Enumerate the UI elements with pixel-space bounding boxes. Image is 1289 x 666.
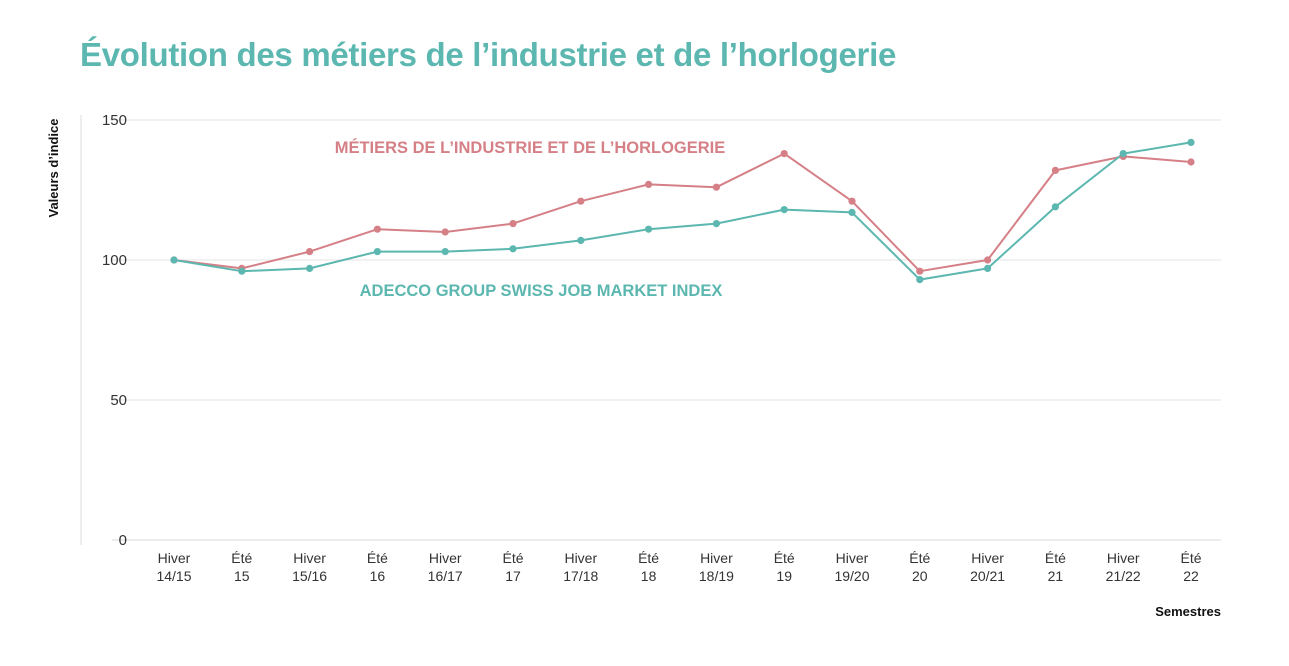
point-adecco-12 xyxy=(984,264,992,272)
x-tick-line: Été xyxy=(367,550,388,566)
point-adecco-15 xyxy=(1187,138,1195,146)
x-tick-line: 14/15 xyxy=(156,568,191,584)
x-tick-line: Hiver xyxy=(1107,550,1140,566)
x-tick-line: Été xyxy=(909,550,930,566)
x-tick-line: 21 xyxy=(1048,568,1064,584)
point-adecco-10 xyxy=(848,208,856,216)
y-tick-0: 0 xyxy=(119,532,127,549)
x-tick-9: Été 19 xyxy=(774,550,795,584)
x-tick-line: 18 xyxy=(641,568,657,584)
x-tick-line: Été xyxy=(231,550,252,566)
series-line-industry xyxy=(173,152,1192,273)
x-tick-5: Été 17 xyxy=(502,550,523,584)
point-adecco-9 xyxy=(780,206,788,214)
point-industry-8 xyxy=(712,183,721,191)
x-tick-11: Été 20 xyxy=(909,550,930,584)
x-tick-8: Hiver 18/19 xyxy=(699,550,734,584)
x-tick-6: Hiver 17/18 xyxy=(563,550,598,584)
x-tick-line: 21/22 xyxy=(1106,568,1141,584)
point-industry-4 xyxy=(441,228,449,236)
x-tick-line: Été xyxy=(502,550,523,566)
y-tick-labels: 0 50 100 150 xyxy=(102,112,127,549)
point-industry-2 xyxy=(306,248,314,256)
x-tick-line: 15 xyxy=(234,568,250,584)
x-tick-13: Été 21 xyxy=(1045,550,1066,584)
x-tick-line: 18/19 xyxy=(699,568,734,584)
point-adecco-11 xyxy=(916,276,924,284)
x-tick-line: Hiver xyxy=(836,550,869,566)
x-tick-line: 22 xyxy=(1183,568,1199,584)
x-tick-labels: Hiver 14/15 Été 15 Hiver 15/16 Été 16 Hiver 16/17… xyxy=(156,550,1201,584)
x-tick-line: 17/18 xyxy=(563,568,598,584)
point-adecco-3 xyxy=(373,248,381,256)
x-tick-line: Été xyxy=(774,550,795,566)
series-label-industry: MÉTIERS DE L’INDUSTRIE ET DE L’HORLOGERI… xyxy=(335,138,726,157)
x-tick-12: Hiver 20/21 xyxy=(970,550,1005,584)
point-adecco-8 xyxy=(712,220,721,228)
series-points xyxy=(170,138,1195,284)
gridlines xyxy=(112,119,1221,541)
x-tick-15: Été 22 xyxy=(1180,550,1201,584)
x-tick-2: Hiver 15/16 xyxy=(292,550,327,584)
point-industry-7 xyxy=(645,180,653,188)
x-axis-label: Semestres xyxy=(1155,604,1221,619)
x-tick-4: Hiver 16/17 xyxy=(428,550,463,584)
series-label-adecco: ADECCO GROUP SWISS JOB MARKET INDEX xyxy=(360,282,723,300)
x-tick-0: Hiver 14/15 xyxy=(156,550,191,584)
point-industry-12 xyxy=(984,256,992,264)
point-industry-3 xyxy=(373,225,381,233)
x-tick-10: Hiver 19/20 xyxy=(834,550,869,584)
series-lines xyxy=(173,141,1192,281)
x-tick-14: Hiver 21/22 xyxy=(1106,550,1141,584)
point-adecco-6 xyxy=(577,236,585,244)
chart-title: Évolution des métiers de l’industrie et … xyxy=(80,36,897,73)
series-line-adecco xyxy=(173,141,1192,281)
point-industry-13 xyxy=(1051,166,1059,174)
point-industry-9 xyxy=(780,150,788,158)
point-industry-6 xyxy=(577,197,585,205)
x-tick-line: Hiver xyxy=(293,550,326,566)
point-adecco-13 xyxy=(1051,203,1059,211)
x-tick-line: 15/16 xyxy=(292,568,327,584)
x-tick-line: Hiver xyxy=(429,550,462,566)
x-tick-line: 16/17 xyxy=(428,568,463,584)
point-adecco-5 xyxy=(509,245,517,253)
point-adecco-7 xyxy=(645,225,653,233)
x-tick-line: Hiver xyxy=(564,550,597,566)
y-tick-150: 150 xyxy=(102,112,127,129)
point-industry-11 xyxy=(916,267,924,275)
x-tick-line: 19/20 xyxy=(834,568,869,584)
x-tick-line: Hiver xyxy=(700,550,733,566)
x-tick-line: Hiver xyxy=(971,550,1004,566)
x-tick-line: 17 xyxy=(505,568,521,584)
x-tick-3: Été 16 xyxy=(367,550,388,584)
point-adecco-14 xyxy=(1119,150,1127,158)
x-tick-line: Hiver xyxy=(158,550,191,566)
point-adecco-1 xyxy=(238,267,246,275)
x-tick-line: 20 xyxy=(912,568,928,584)
x-tick-1: Été 15 xyxy=(231,550,252,584)
x-tick-line: Été xyxy=(638,550,659,566)
point-adecco-4 xyxy=(441,248,449,256)
y-tick-100: 100 xyxy=(102,252,127,269)
x-tick-line: Été xyxy=(1180,550,1201,566)
x-tick-7: Été 18 xyxy=(638,550,659,584)
x-tick-line: 20/21 xyxy=(970,568,1005,584)
x-tick-line: 16 xyxy=(370,568,386,584)
point-adecco-2 xyxy=(306,264,314,272)
point-industry-10 xyxy=(848,197,856,205)
y-tick-50: 50 xyxy=(110,392,127,409)
y-axis-label: Valeurs d’indice xyxy=(46,119,61,218)
point-adecco-0 xyxy=(170,256,178,264)
x-tick-line: 19 xyxy=(776,568,792,584)
x-tick-line: Été xyxy=(1045,550,1066,566)
point-industry-5 xyxy=(509,220,517,228)
point-industry-15 xyxy=(1187,158,1195,166)
